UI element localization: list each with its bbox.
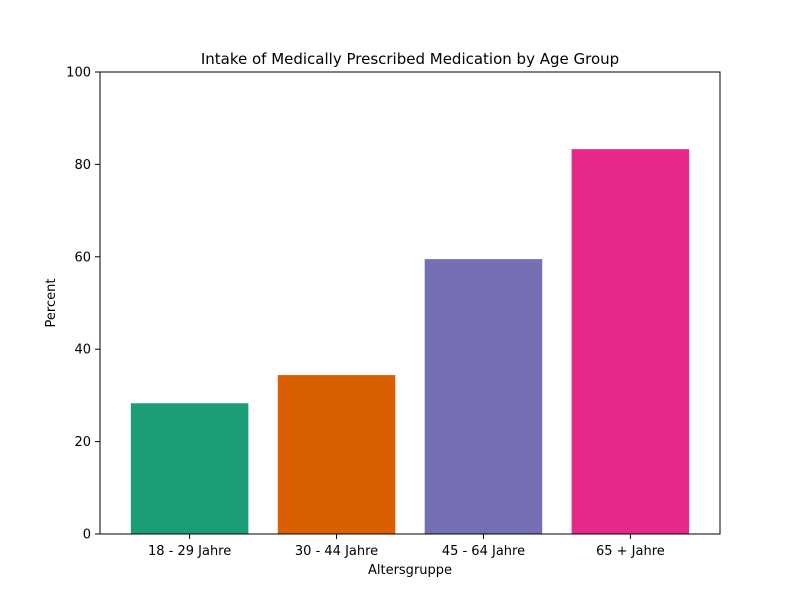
y-tick-label: 40 bbox=[74, 343, 91, 358]
y-tick-label: 60 bbox=[74, 250, 91, 265]
y-axis-ticks: 0 20 40 60 80 100 bbox=[66, 66, 100, 543]
plot-frame bbox=[99, 71, 721, 535]
bar-3 bbox=[424, 259, 543, 534]
bar-1 bbox=[130, 403, 249, 534]
y-tick-label: 100 bbox=[66, 66, 91, 81]
x-tick-label: 45 - 64 Jahre bbox=[442, 544, 525, 559]
y-tick-label: 0 bbox=[83, 528, 91, 543]
bar-2 bbox=[277, 375, 396, 534]
y-axis-label: Percent bbox=[44, 279, 59, 328]
y-tick-label: 20 bbox=[74, 435, 91, 450]
x-axis-ticks: 18 - 29 Jahre 30 - 44 Jahre 45 - 64 Jahre 6… bbox=[148, 534, 665, 559]
bar-4 bbox=[571, 149, 690, 534]
chart-title: Intake of Medically Prescribed Medicatio… bbox=[201, 50, 619, 68]
x-axis-label: Altersgruppe bbox=[368, 563, 452, 578]
x-tick-label: 18 - 29 Jahre bbox=[148, 544, 231, 559]
bars-group bbox=[130, 149, 690, 534]
x-tick-label: 30 - 44 Jahre bbox=[295, 544, 378, 559]
y-tick-label: 80 bbox=[74, 158, 91, 173]
x-tick-label: 65 + Jahre bbox=[596, 544, 665, 559]
